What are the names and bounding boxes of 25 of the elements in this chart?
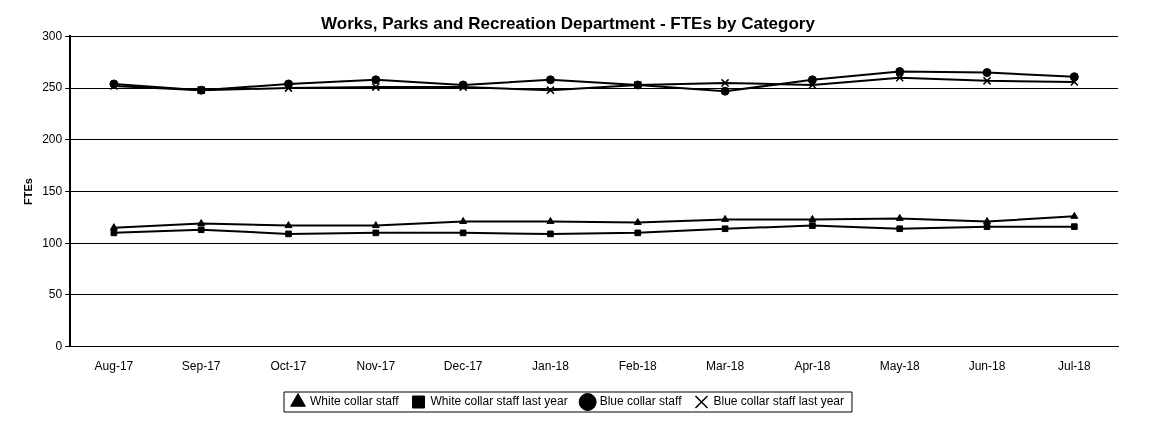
x-tick-label: Feb-18 [618,359,658,374]
x-tick-label: Dec-17 [443,359,483,374]
y-tick-label: 300 [42,28,63,43]
x-tick-label: Jun-18 [968,359,1006,374]
chart-title: Works, Parks and Recreation Department - FTEs by Category [321,13,816,33]
legend-label: White collar staff last year [430,394,568,409]
legend-label: Blue collar staff last year [713,394,844,409]
x-tick-label: Sep-17 [181,359,221,374]
legend-label: White collar staff [310,394,400,409]
legend-label: Blue collar staff [599,394,683,409]
y-tick-label: 250 [42,80,63,95]
x-tick-label: Aug-17 [94,359,134,374]
y-tick-label: 150 [42,183,63,198]
x-tick-label: Nov-17 [356,359,396,374]
x-tick-label: Apr-18 [794,359,831,374]
x-tick-label: Jan-18 [532,359,570,374]
y-tick-label: 50 [48,287,63,302]
x-tick-label: Oct-17 [270,359,307,374]
y-tick-label: 100 [42,235,63,250]
x-tick-label: Mar-18 [706,359,745,374]
y-tick-label: 200 [42,132,63,147]
y-tick-label: 0 [55,338,63,353]
y-axis-title: FTEs [21,178,34,205]
x-tick-label: Jul-18 [1058,359,1092,374]
x-tick-label: May-18 [879,359,921,374]
